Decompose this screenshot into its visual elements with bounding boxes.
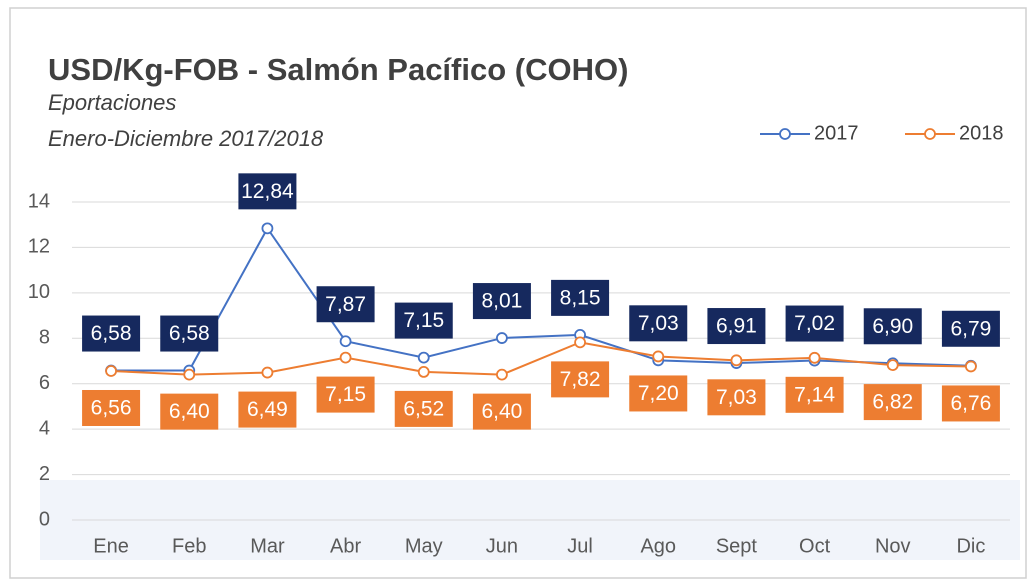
value-label: 6,76 [950, 392, 991, 415]
y-tick-label: 8 [39, 327, 50, 349]
y-tick-label: 6 [39, 372, 50, 394]
data-point [497, 370, 507, 380]
x-tick-label: Oct [799, 535, 831, 557]
data-point [341, 336, 351, 346]
value-label: 8,15 [560, 286, 601, 309]
x-tick-label: Jun [486, 535, 518, 557]
legend-label: 2017 [814, 122, 859, 144]
value-label: 6,56 [91, 397, 132, 420]
value-label: 7,15 [325, 383, 366, 406]
value-label: 6,91 [716, 315, 757, 338]
x-tick-label: Nov [875, 535, 911, 557]
chart-subtitle: Eportaciones [48, 90, 176, 115]
data-point [262, 368, 272, 378]
value-label: 7,82 [560, 368, 601, 391]
value-label: 6,52 [403, 397, 444, 420]
value-label: 12,84 [241, 180, 294, 203]
x-tick-label: Abr [330, 535, 361, 557]
x-tick-label: Jul [567, 535, 593, 557]
value-label: 6,90 [872, 315, 913, 338]
data-point [731, 355, 741, 365]
x-tick-label: Feb [172, 535, 206, 557]
chart-subtitle: Enero-Diciembre 2017/2018 [48, 126, 324, 151]
data-point [653, 351, 663, 361]
value-label: 6,49 [247, 398, 288, 421]
x-tick-label: May [405, 535, 443, 557]
value-label: 6,58 [91, 322, 132, 345]
data-point [262, 223, 272, 233]
data-point [497, 333, 507, 343]
x-tick-label: Dic [956, 535, 985, 557]
y-tick-label: 4 [39, 417, 50, 439]
value-label: 7,03 [716, 386, 757, 409]
y-tick-label: 14 [28, 190, 50, 212]
data-point [810, 353, 820, 363]
data-point [184, 370, 194, 380]
x-tick-label: Mar [250, 535, 285, 557]
value-label: 6,58 [169, 322, 210, 345]
value-label: 8,01 [481, 290, 522, 313]
y-tick-label: 12 [28, 236, 50, 258]
value-label: 7,02 [794, 312, 835, 335]
data-point [419, 353, 429, 363]
value-label: 6,40 [481, 400, 522, 423]
y-tick-label: 0 [39, 508, 50, 530]
legend-marker [780, 129, 790, 139]
y-tick-label: 2 [39, 463, 50, 485]
chart: USD/Kg-FOB - Salmón Pacífico (COHO) Epor… [0, 0, 1036, 586]
x-tick-label: Ago [640, 535, 676, 557]
value-label: 6,79 [950, 317, 991, 340]
value-label: 7,15 [403, 309, 444, 332]
data-point [888, 360, 898, 370]
data-point [341, 353, 351, 363]
x-tick-label: Ene [93, 535, 129, 557]
value-label: 6,40 [169, 400, 210, 423]
value-label: 7,20 [638, 382, 679, 405]
data-point [106, 366, 116, 376]
legend-marker [925, 129, 935, 139]
legend-label: 2018 [959, 122, 1004, 144]
value-label: 7,03 [638, 312, 679, 335]
value-label: 6,82 [872, 391, 913, 414]
value-label: 7,87 [325, 293, 366, 316]
data-point [575, 337, 585, 347]
y-tick-label: 10 [28, 281, 50, 303]
x-tick-label: Sept [716, 535, 758, 557]
data-point [966, 361, 976, 371]
data-point [419, 367, 429, 377]
value-label: 7,14 [794, 383, 835, 406]
chart-title: USD/Kg-FOB - Salmón Pacífico (COHO) [48, 52, 628, 87]
